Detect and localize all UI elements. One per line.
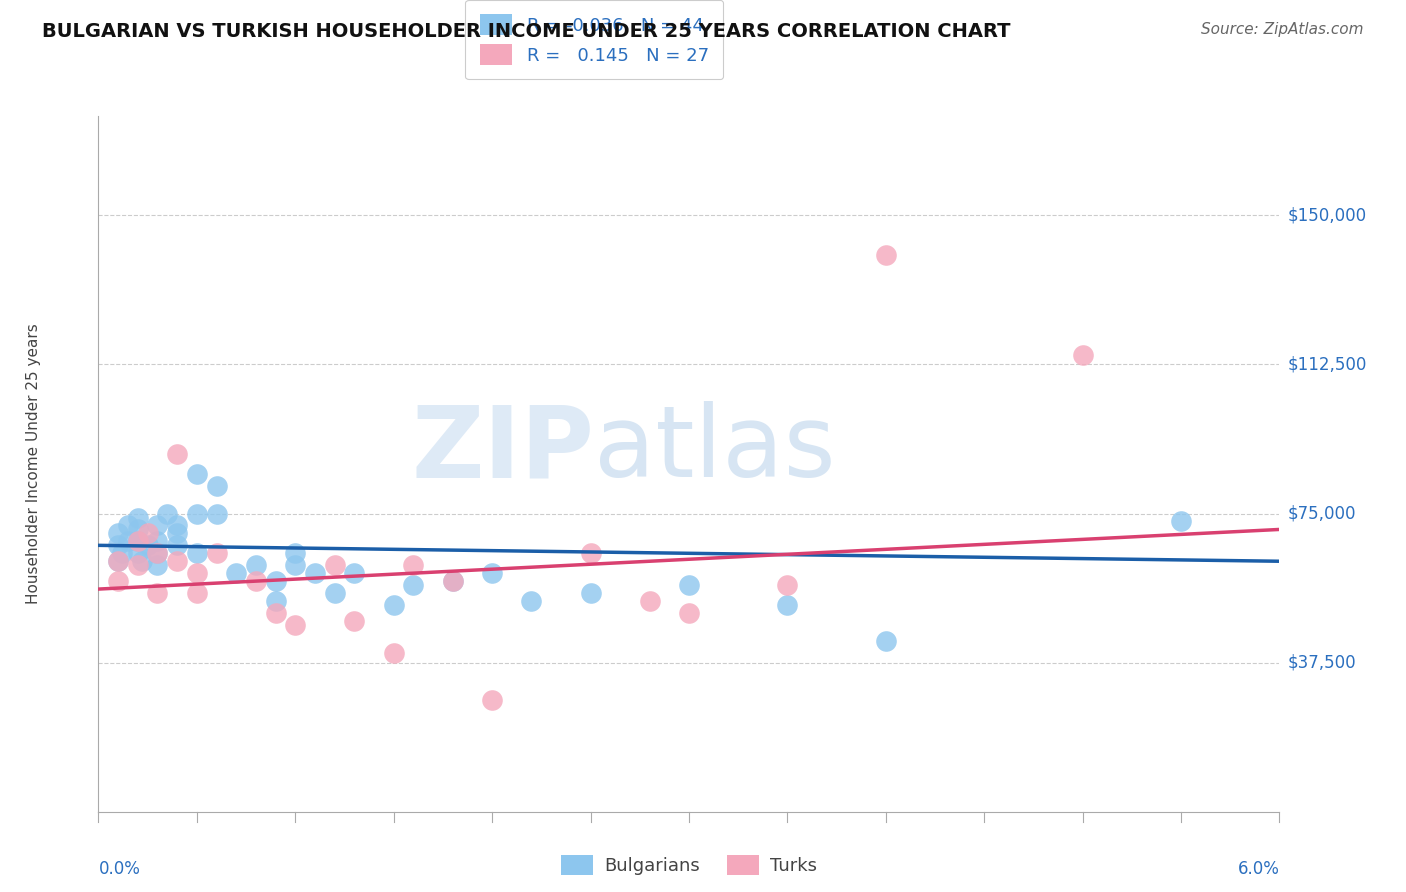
Point: [402, 578, 425, 592]
Point: [127, 510, 149, 524]
Point: [146, 518, 169, 533]
Point: [579, 546, 602, 560]
Point: [156, 507, 179, 521]
Point: [402, 558, 425, 573]
Legend: Bulgarians, Turks: Bulgarians, Turks: [554, 847, 824, 883]
Point: [146, 558, 169, 573]
Point: [117, 518, 139, 533]
Point: [1071, 347, 1094, 361]
Point: [127, 534, 149, 549]
Text: Householder Income Under 25 years: Householder Income Under 25 years: [25, 324, 41, 604]
Text: $150,000: $150,000: [1288, 206, 1367, 225]
Point: [186, 507, 208, 521]
Point: [166, 554, 188, 568]
Point: [245, 558, 267, 573]
Point: [127, 534, 149, 549]
Point: [284, 618, 307, 632]
Point: [146, 534, 169, 549]
Point: [382, 646, 405, 660]
Point: [146, 546, 169, 560]
Point: [441, 574, 464, 588]
Point: [343, 614, 366, 628]
Point: [166, 518, 188, 533]
Text: atlas: atlas: [595, 401, 837, 499]
Point: [776, 578, 799, 592]
Point: [264, 574, 287, 588]
Point: [875, 633, 897, 648]
Text: ZIP: ZIP: [412, 401, 595, 499]
Point: [127, 558, 149, 573]
Point: [205, 546, 228, 560]
Point: [205, 507, 228, 521]
Point: [382, 598, 405, 612]
Point: [146, 586, 169, 600]
Point: [481, 693, 503, 707]
Point: [323, 558, 346, 573]
Point: [127, 546, 149, 560]
Point: [441, 574, 464, 588]
Point: [264, 606, 287, 620]
Point: [186, 566, 208, 581]
Point: [678, 606, 700, 620]
Point: [776, 598, 799, 612]
Point: [146, 546, 169, 560]
Text: Source: ZipAtlas.com: Source: ZipAtlas.com: [1201, 22, 1364, 37]
Point: [343, 566, 366, 581]
Point: [107, 526, 129, 541]
Point: [1170, 515, 1192, 529]
Point: [323, 586, 346, 600]
Point: [131, 554, 153, 568]
Point: [117, 534, 139, 549]
Point: [186, 586, 208, 600]
Point: [107, 574, 129, 588]
Point: [127, 523, 149, 537]
Point: [107, 554, 129, 568]
Point: [481, 566, 503, 581]
Point: [166, 526, 188, 541]
Point: [264, 594, 287, 608]
Point: [107, 554, 129, 568]
Point: [107, 538, 129, 552]
Text: $75,000: $75,000: [1288, 505, 1357, 523]
Text: 0.0%: 0.0%: [98, 861, 141, 879]
Point: [284, 558, 307, 573]
Text: BULGARIAN VS TURKISH HOUSEHOLDER INCOME UNDER 25 YEARS CORRELATION CHART: BULGARIAN VS TURKISH HOUSEHOLDER INCOME …: [42, 22, 1011, 41]
Point: [520, 594, 543, 608]
Point: [225, 566, 247, 581]
Point: [205, 479, 228, 493]
Point: [245, 574, 267, 588]
Point: [579, 586, 602, 600]
Point: [166, 447, 188, 461]
Text: 6.0%: 6.0%: [1237, 861, 1279, 879]
Text: $112,500: $112,500: [1288, 355, 1367, 374]
Point: [304, 566, 326, 581]
Point: [111, 546, 134, 560]
Point: [166, 538, 188, 552]
Point: [638, 594, 661, 608]
Point: [186, 467, 208, 481]
Point: [136, 526, 159, 541]
Point: [678, 578, 700, 592]
Point: [136, 538, 159, 552]
Text: $37,500: $37,500: [1288, 654, 1357, 672]
Point: [875, 248, 897, 262]
Point: [186, 546, 208, 560]
Point: [284, 546, 307, 560]
